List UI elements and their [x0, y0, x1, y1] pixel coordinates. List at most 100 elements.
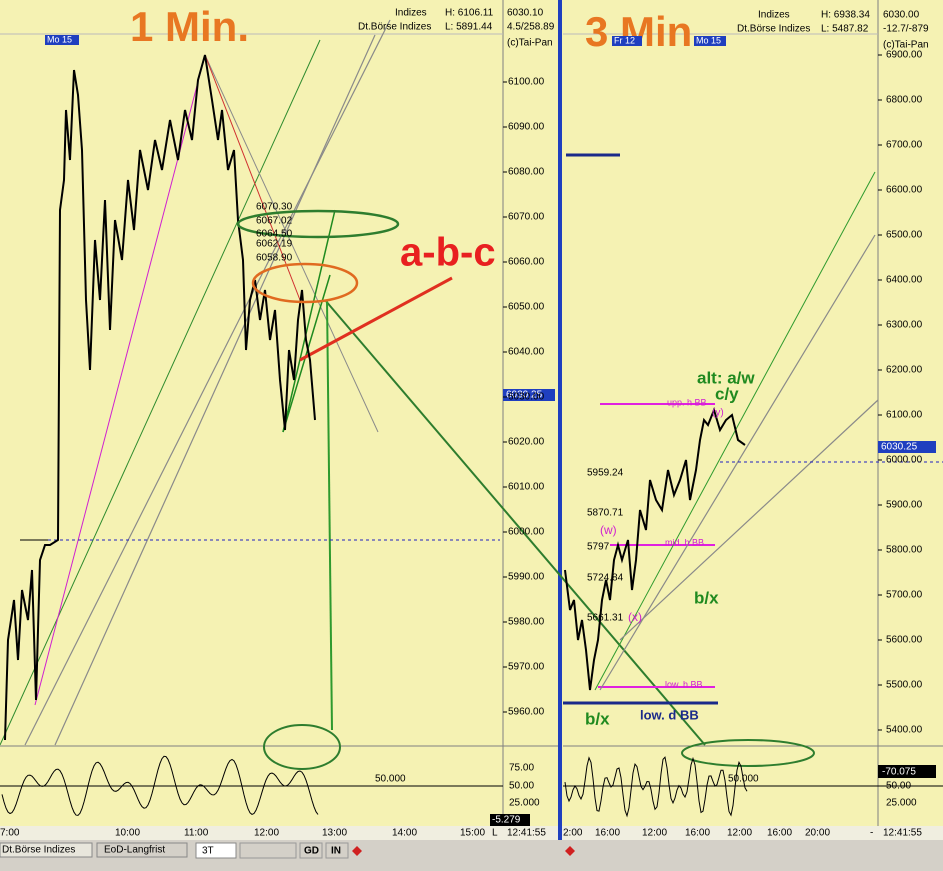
price-label: 6400.00 [886, 275, 923, 286]
pattern-label: a-b-c [400, 231, 496, 275]
tab-label[interactable]: Dt.Börse Indizes [2, 845, 75, 856]
wave-label: b/x [585, 709, 610, 728]
period-select[interactable] [195, 842, 237, 859]
icon-buttons[interactable] [239, 842, 297, 859]
price-label: 6100.00 [508, 77, 545, 88]
info-copyright: (c)Tai-Pan [883, 40, 929, 51]
level-label: 5959.24 [587, 468, 624, 479]
oscillator-value-bg [490, 814, 530, 826]
time-label: 11:00 [184, 828, 209, 839]
price-label: 5800.00 [886, 545, 923, 556]
price-label: 6080.00 [508, 167, 545, 178]
price-label: 5700.00 [886, 590, 923, 601]
panel-title: 1 Min. [130, 3, 249, 50]
period-label[interactable]: 3T [202, 846, 214, 857]
time-label: 2:00 [563, 828, 583, 839]
price-label: 6100.00 [886, 410, 923, 421]
info-change: -12.7/-879 [883, 24, 929, 35]
info-exchange: Dt.Börse Indizes [358, 22, 431, 33]
current-price-bg [878, 441, 936, 453]
price-label: 6700.00 [886, 140, 923, 151]
time-label: 20:00 [805, 828, 830, 839]
price-label: 5500.00 [886, 680, 923, 691]
time-label: 16:00 [685, 828, 710, 839]
wave-label: (x) [628, 610, 642, 624]
level-label: 6067.02 [256, 216, 293, 227]
price-label: 6030.00 [508, 392, 545, 403]
price-label: 5600.00 [886, 635, 923, 646]
oscillator-label: 50.00 [886, 781, 911, 792]
panel-title: 3 Min. [585, 8, 704, 55]
price-label: 6900.00 [886, 50, 923, 61]
button[interactable] [325, 842, 349, 859]
time-label: 12:00 [254, 828, 279, 839]
bb-label: mid. h BB [665, 537, 704, 547]
price-label: 5970.00 [508, 662, 545, 673]
info-last: 6030.10 [507, 8, 544, 19]
price-label: 6000.00 [886, 455, 923, 466]
info-copyright: (c)Tai-Pan [507, 38, 553, 49]
level-label: 5797 [587, 542, 610, 553]
button-label[interactable]: IN [331, 846, 341, 857]
tab[interactable] [0, 842, 93, 858]
oscillator-level: 50.000 [375, 774, 406, 785]
time-axis-bg [0, 826, 943, 840]
clock: 12:41:55 [507, 828, 546, 839]
price-label: 6040.00 [508, 347, 545, 358]
level-label: 6064.50 [256, 229, 293, 240]
current-price: 6030.25 [506, 390, 543, 401]
price-label: 6060.00 [508, 257, 545, 268]
oscillator-value-bg [878, 765, 936, 778]
date-marker: Mo 15 [47, 34, 72, 44]
price-label: 6070.00 [508, 212, 545, 223]
date-marker-bg [694, 36, 726, 46]
info-high: H: 6106.11 [445, 8, 494, 19]
time-label: 12:00 [642, 828, 667, 839]
tab[interactable] [96, 842, 188, 858]
time-label: L [492, 828, 498, 839]
button[interactable] [299, 842, 323, 859]
bb-label: low. d BB [640, 707, 699, 722]
price-label: 6800.00 [886, 95, 923, 106]
current-price-bg [503, 389, 555, 401]
price-label: 6500.00 [886, 230, 923, 241]
level-label: 5724.84 [587, 573, 624, 584]
info-low: L: 5891.44 [445, 22, 493, 33]
current-price: 6030.25 [881, 442, 918, 453]
icon[interactable] [565, 846, 575, 856]
price-label: 6600.00 [886, 185, 923, 196]
wave-label: b/x [694, 588, 719, 607]
date-marker: Mo 15 [696, 35, 721, 45]
info-high: H: 6938.34 [821, 10, 870, 21]
price-label: 6300.00 [886, 320, 923, 331]
price-label: 6090.00 [508, 122, 545, 133]
oscillator-label: 25.000 [886, 798, 917, 809]
button-label[interactable]: GD [304, 846, 319, 857]
price-label: 5980.00 [508, 617, 545, 628]
wave-label: c/y [715, 384, 739, 403]
time-label: 7:00 [0, 828, 20, 839]
wave-label: (w) [600, 523, 617, 537]
tab-label[interactable]: EoD-Langfrist [104, 845, 165, 856]
oscillator-level: 50.000 [728, 774, 759, 785]
info-change: 4.5/258.89 [507, 22, 555, 33]
oscillator-label: 75.00 [509, 763, 534, 774]
level-label: 6070.30 [256, 202, 293, 213]
price-label: 6200.00 [886, 365, 923, 376]
info-exchange: Dt.Börse Indizes [737, 24, 810, 35]
level-label: 6058.90 [256, 253, 293, 264]
info-low: L: 5487.82 [821, 24, 869, 35]
background [0, 0, 943, 840]
right-drawings [563, 153, 943, 818]
price-label: 6020.00 [508, 437, 545, 448]
info-last: 6030.00 [883, 10, 920, 21]
price-label: 5400.00 [886, 725, 923, 736]
time-label: 15:00 [460, 828, 485, 839]
date-marker-bg [45, 35, 79, 45]
bb-label: upp. h BB [667, 397, 707, 407]
info-market: Indizes [758, 10, 790, 21]
icon[interactable] [352, 846, 362, 856]
price-label: 6000.00 [508, 527, 545, 538]
price-label: 5960.00 [508, 707, 545, 718]
date-marker-bg [612, 36, 642, 46]
